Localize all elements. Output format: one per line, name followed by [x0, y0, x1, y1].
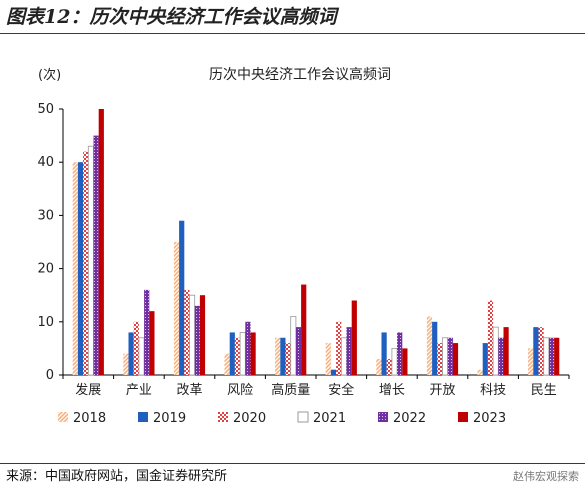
- bar-2023-科技: [503, 327, 509, 375]
- x-category-label: 安全: [328, 382, 354, 398]
- bar-2021-风险: [239, 332, 246, 376]
- bar-2019-改革: [179, 220, 185, 375]
- bar-2018-风险: [224, 353, 230, 375]
- bar-2022-风险: [245, 321, 251, 375]
- top-divider: [0, 33, 585, 34]
- x-category-label: 风险: [227, 383, 253, 398]
- legend-swatch-2019: [138, 412, 148, 422]
- bar-2020-风险: [234, 337, 241, 375]
- legend-swatch-2018: [58, 412, 68, 422]
- x-category-label: 改革: [176, 383, 202, 398]
- bar-2022-改革: [194, 305, 200, 375]
- bar-2023-开放: [452, 343, 459, 375]
- bar-2019-开放: [432, 321, 438, 375]
- y-tick-label: 30: [37, 208, 54, 223]
- legend-swatch-2020: [218, 412, 228, 422]
- bar-2022-开放: [447, 337, 453, 375]
- y-tick-label: 0: [46, 368, 54, 383]
- legend-label-2019: 2019: [153, 411, 186, 426]
- bar-2020-科技: [487, 300, 494, 375]
- bar-2019-高质量: [280, 337, 286, 375]
- bar-2019-民生: [533, 327, 539, 375]
- bar-2022-产业: [144, 289, 150, 375]
- legend-swatch-2023: [458, 412, 468, 422]
- bottom-divider: [0, 463, 585, 464]
- bar-2021-增长: [391, 347, 398, 376]
- bar-2023-安全: [351, 300, 357, 375]
- bar-2021-产业: [138, 337, 145, 376]
- bar-2022-高质量: [295, 327, 302, 375]
- bar-2021-开放: [442, 337, 449, 376]
- x-category-label: 开放: [429, 383, 455, 398]
- bar-2020-增长: [386, 359, 392, 375]
- x-category-label: 发展: [75, 382, 101, 398]
- bar-2023-民生: [554, 337, 560, 375]
- y-tick-label: 10: [37, 315, 54, 330]
- x-category-label: 高质量: [271, 382, 310, 398]
- bar-2020-开放: [437, 343, 443, 375]
- bar-2019-增长: [381, 332, 387, 375]
- x-category-label: 科技: [480, 383, 506, 398]
- bar-2018-增长: [376, 359, 382, 375]
- legend-label-2022: 2022: [393, 411, 426, 426]
- x-category-label: 民生: [531, 383, 557, 398]
- y-tick-label: 20: [37, 262, 54, 277]
- bar-2022-民生: [548, 337, 555, 375]
- bar-2021-高质量: [290, 316, 297, 376]
- y-axis-unit-label: (次): [38, 67, 61, 83]
- legend-label-2020: 2020: [233, 411, 266, 426]
- bar-2018-开放: [426, 316, 433, 375]
- bar-2021-安全: [340, 337, 347, 376]
- bar-2023-风险: [250, 332, 256, 375]
- bar-2020-安全: [336, 321, 342, 375]
- bar-2023-高质量: [301, 284, 307, 375]
- bar-2022-科技: [498, 337, 504, 375]
- bar-2018-产业: [123, 353, 129, 375]
- legend-label-2018: 2018: [73, 411, 106, 426]
- bar-2018-高质量: [275, 337, 281, 375]
- bar-2023-增长: [402, 348, 408, 375]
- bar-2023-发展: [98, 109, 104, 375]
- x-category-label: 增长: [379, 383, 405, 398]
- y-tick-label: 40: [37, 155, 54, 170]
- bar-2018-发展: [72, 162, 78, 375]
- bar-2023-产业: [149, 311, 155, 375]
- legend-label-2023: 2023: [473, 411, 506, 426]
- legend-swatch-2021: [297, 411, 309, 423]
- bar-2019-安全: [330, 369, 337, 375]
- bar-2018-民生: [528, 348, 534, 375]
- bar-2019-科技: [482, 343, 488, 375]
- bar-2020-产业: [133, 321, 139, 375]
- chart-title: 历次中央经济工作会议高频词: [209, 66, 391, 83]
- watermark: 赵伟宏观探索: [513, 470, 579, 483]
- bar-2019-产业: [128, 332, 134, 375]
- bar-chart: 历次中央经济工作会议高频词 (次) 0 10 20 30 40 50 发展 产业 改革 风险 高质量…: [37, 66, 570, 426]
- bar-2019-发展: [77, 162, 84, 375]
- source-note: 来源：中国政府网站，国金证券研究所: [6, 469, 228, 484]
- bar-2021-民生: [543, 337, 550, 376]
- bar-2020-改革: [184, 289, 190, 375]
- bar-2021-改革: [189, 294, 196, 376]
- bar-2018-安全: [325, 343, 331, 375]
- bar-2023-改革: [199, 295, 206, 375]
- bar-2018-科技: [477, 369, 483, 375]
- bar-2022-发展: [93, 135, 99, 375]
- bar-2021-发展: [87, 145, 94, 376]
- legend-label-2021: 2021: [313, 411, 346, 426]
- bar-2022-安全: [346, 327, 352, 375]
- bar-2018-改革: [173, 242, 180, 375]
- bar-2020-发展: [83, 151, 89, 375]
- bar-2020-民生: [538, 327, 544, 375]
- x-category-label: 产业: [126, 383, 152, 398]
- bar-2021-科技: [492, 326, 499, 376]
- figure-title: 图表12：历次中央经济工作会议高频词: [6, 6, 337, 28]
- bar-2019-风险: [229, 332, 235, 375]
- bar-2020-高质量: [285, 343, 291, 375]
- legend-swatch-2022: [378, 412, 388, 422]
- bar-2022-增长: [397, 332, 403, 375]
- y-tick-label: 50: [37, 102, 54, 117]
